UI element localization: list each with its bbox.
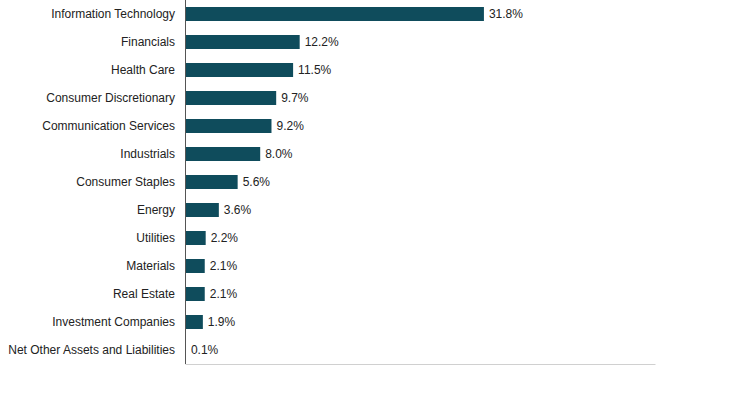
y-axis-line <box>185 0 186 364</box>
y-tick: Net Other Assets and Liabilities <box>8 343 175 357</box>
y-tick-label: Materials <box>126 259 175 273</box>
y-tick-label: Industrials <box>120 147 175 161</box>
data-label: 11.5% <box>298 63 331 77</box>
y-tick: Information Technology <box>51 7 175 21</box>
data-label: 31.8% <box>489 7 523 21</box>
bar <box>185 7 484 21</box>
bar <box>185 63 293 77</box>
bar <box>185 287 205 301</box>
y-tick-label: Real Estate <box>113 287 175 301</box>
y-tick: Consumer Staples <box>76 175 175 189</box>
y-tick-label: Consumer Discretionary <box>46 91 175 105</box>
data-label: 8.0% <box>265 147 293 161</box>
y-tick: Utilities <box>136 231 175 245</box>
y-tick: Health Care <box>111 63 175 77</box>
y-tick: Real Estate <box>113 287 175 301</box>
y-tick-label: Utilities <box>136 231 175 245</box>
y-tick-label: Communication Services <box>42 119 175 133</box>
y-tick-label: Financials <box>121 35 175 49</box>
x-axis-line <box>186 364 656 365</box>
y-tick: Communication Services <box>42 119 175 133</box>
y-tick: Industrials <box>120 147 175 161</box>
data-labels: 31.8% 12.2% 11.5% 9.7% 9.2% 8.0% 5.6% 3.6% 2.2% 2… <box>191 7 523 357</box>
bar <box>185 119 271 133</box>
bar <box>185 203 219 217</box>
data-label: 5.6% <box>243 175 271 189</box>
data-label: 9.2% <box>276 119 304 133</box>
bar <box>185 175 238 189</box>
data-label: 2.1% <box>210 287 238 301</box>
y-tick-label: Investment Companies <box>52 315 175 329</box>
data-label: 3.6% <box>224 203 252 217</box>
y-tick-label: Net Other Assets and Liabilities <box>8 343 175 357</box>
bar <box>185 35 300 49</box>
y-tick: Financials <box>121 35 175 49</box>
y-tick: Materials <box>126 259 175 273</box>
data-label: 1.9% <box>208 315 236 329</box>
y-tick: Energy <box>137 203 175 217</box>
bar <box>185 315 203 329</box>
bar <box>185 147 260 161</box>
plot: Information Technology Financials Health C… <box>8 0 655 365</box>
bar <box>185 259 205 273</box>
y-tick-label: Energy <box>137 203 175 217</box>
x-axis <box>186 364 656 365</box>
data-label: 0.1% <box>191 343 219 357</box>
y-tick: Consumer Discretionary <box>46 91 175 105</box>
y-tick: Investment Companies <box>52 315 175 329</box>
y-tick-label: Information Technology <box>51 7 175 21</box>
data-label: 2.2% <box>211 231 239 245</box>
data-label: 12.2% <box>305 35 339 49</box>
bar <box>185 231 206 245</box>
y-tick-label: Health Care <box>111 63 175 77</box>
bars <box>185 7 484 357</box>
y-tick-label: Consumer Staples <box>76 175 175 189</box>
bar <box>185 91 276 105</box>
y-axis: Information Technology Financials Health C… <box>8 0 185 364</box>
chart: Information Technology Financials Health C… <box>0 0 752 397</box>
data-label: 2.1% <box>210 259 238 273</box>
data-label: 9.7% <box>281 91 309 105</box>
